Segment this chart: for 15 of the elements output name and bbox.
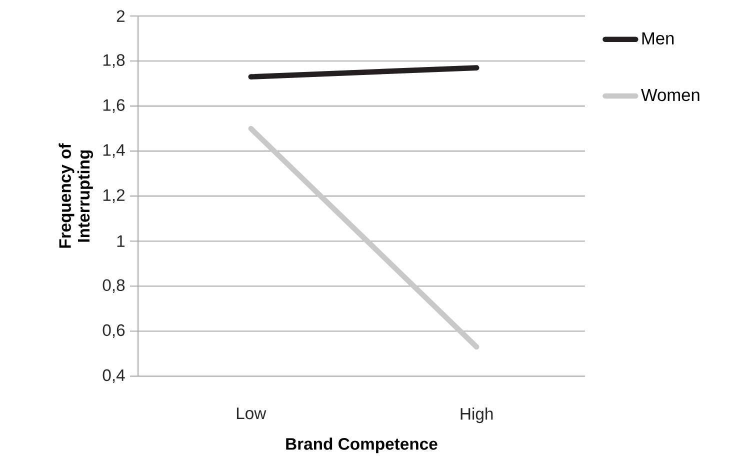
y-axis-title: Frequency of Interrupting <box>58 143 94 248</box>
y-tick-label: 0,8 <box>102 279 125 293</box>
legend-label: Men <box>642 32 674 44</box>
y-tick-label: 1,2 <box>103 189 124 203</box>
y-tick-label: 1,8 <box>103 54 125 68</box>
x-axis-title: Brand Competence <box>286 437 438 454</box>
y-tick-label: 1 <box>117 235 125 247</box>
y-tick-label: 0,6 <box>102 324 125 338</box>
y-tick-label: 1,6 <box>103 99 125 113</box>
y-tick-label: 0,4 <box>102 369 125 383</box>
y-tick-label: 2 <box>116 10 124 22</box>
x-tick-label: High <box>460 407 493 423</box>
y-tick-label: 1,4 <box>103 144 125 158</box>
x-tick-label: Low <box>236 407 266 420</box>
legend-label: Women <box>641 88 700 102</box>
